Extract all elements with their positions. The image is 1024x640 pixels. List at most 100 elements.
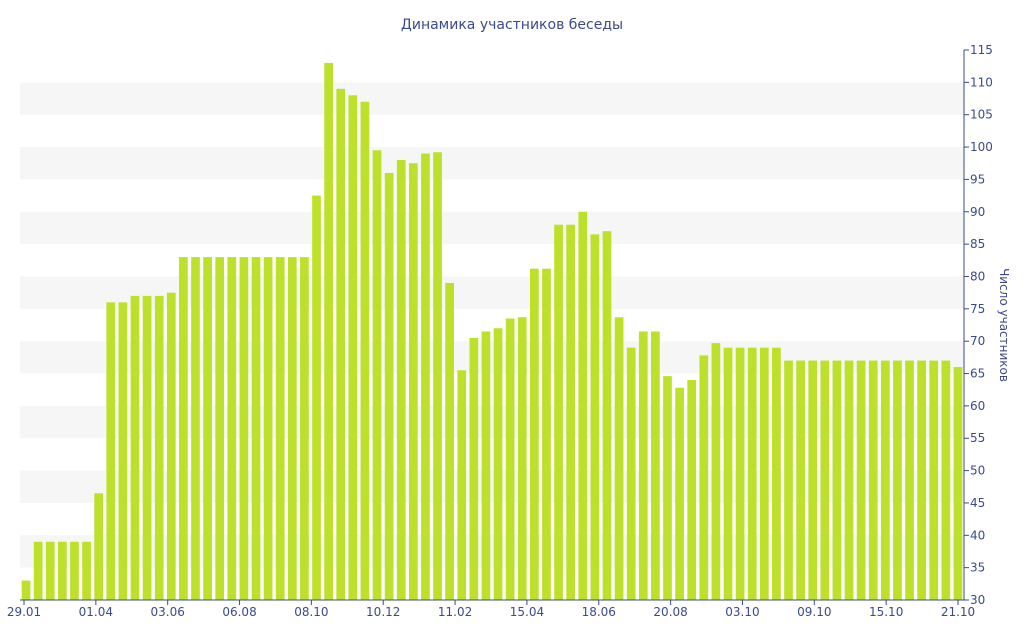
bar bbox=[203, 257, 212, 600]
bar bbox=[517, 317, 527, 600]
y-tick-label: 115 bbox=[970, 43, 993, 57]
x-tick-label: 11.02 bbox=[438, 605, 472, 619]
bar bbox=[215, 257, 225, 600]
bar bbox=[772, 347, 781, 600]
bar bbox=[893, 360, 902, 600]
grid-band bbox=[20, 535, 964, 568]
bar bbox=[699, 355, 709, 600]
bar bbox=[239, 257, 249, 600]
y-tick-label: 65 bbox=[970, 367, 985, 381]
bar bbox=[457, 370, 467, 600]
bar bbox=[614, 317, 624, 600]
bar bbox=[735, 347, 745, 600]
bar bbox=[372, 150, 382, 601]
y-tick-label: 55 bbox=[970, 431, 985, 445]
bar bbox=[784, 360, 793, 600]
bar bbox=[348, 95, 358, 600]
bar bbox=[58, 541, 67, 600]
bar bbox=[590, 234, 600, 600]
y-axis-ticks: 30 35 40 45 50 55 60 65 70 75 80 85 90 95 100 105 110 115 bbox=[964, 43, 993, 607]
grid-band bbox=[20, 470, 964, 503]
bar bbox=[566, 224, 576, 600]
bar bbox=[723, 347, 733, 600]
bar bbox=[179, 257, 188, 600]
bar bbox=[469, 337, 479, 600]
x-tick-label: 03.06 bbox=[151, 605, 185, 619]
bar bbox=[21, 580, 31, 600]
bar bbox=[651, 331, 660, 600]
y-tick-label: 70 bbox=[970, 334, 985, 348]
bars bbox=[21, 62, 963, 601]
bar bbox=[421, 153, 430, 600]
y-tick-label: 90 bbox=[970, 205, 985, 219]
bar bbox=[300, 257, 309, 600]
bar bbox=[554, 224, 563, 600]
y-tick-label: 75 bbox=[970, 302, 985, 316]
x-tick-label: 20.08 bbox=[653, 605, 687, 619]
y-tick-label: 80 bbox=[970, 269, 985, 283]
bar bbox=[263, 257, 273, 600]
x-tick-label: 15.10 bbox=[869, 605, 903, 619]
bar bbox=[118, 302, 128, 600]
bar bbox=[408, 163, 418, 601]
bar bbox=[542, 268, 551, 600]
x-tick-label: 03.10 bbox=[725, 605, 759, 619]
bar bbox=[626, 347, 636, 600]
bar bbox=[530, 268, 539, 600]
bar bbox=[663, 376, 672, 600]
y-tick-label: 105 bbox=[970, 108, 993, 122]
bar bbox=[130, 295, 140, 600]
bar bbox=[602, 231, 612, 600]
grid-band bbox=[20, 405, 964, 439]
grid-band bbox=[20, 341, 964, 374]
bar bbox=[747, 347, 757, 600]
bar bbox=[45, 541, 55, 600]
bar bbox=[433, 152, 442, 601]
bar bbox=[227, 257, 237, 600]
grid-band bbox=[20, 276, 964, 309]
x-tick-label: 21.10 bbox=[941, 605, 975, 619]
y-tick-label: 100 bbox=[970, 140, 993, 154]
y-tick-label: 60 bbox=[970, 399, 985, 413]
grid-band bbox=[20, 147, 964, 180]
bar bbox=[70, 541, 79, 600]
y-tick-label: 85 bbox=[970, 237, 985, 251]
bar bbox=[844, 360, 854, 600]
bar bbox=[166, 292, 176, 600]
bar bbox=[687, 380, 697, 600]
y-tick-label: 45 bbox=[970, 496, 985, 510]
x-tick-label: 06.08 bbox=[222, 605, 256, 619]
bar bbox=[142, 295, 152, 600]
bar bbox=[638, 331, 648, 600]
x-tick-label: 08.10 bbox=[294, 605, 328, 619]
bar bbox=[856, 360, 866, 600]
y-tick-label: 35 bbox=[970, 561, 985, 575]
x-tick-label: 18.06 bbox=[582, 605, 616, 619]
chart-title: Динамика участников беседы bbox=[401, 17, 623, 33]
y-tick-label: 95 bbox=[970, 172, 985, 186]
bar bbox=[33, 541, 43, 600]
bar bbox=[820, 360, 830, 600]
x-tick-label: 01.04 bbox=[79, 605, 113, 619]
y-tick-label: 110 bbox=[970, 75, 993, 89]
bar bbox=[905, 360, 914, 600]
y-tick-label: 30 bbox=[970, 593, 985, 607]
bar bbox=[275, 257, 285, 600]
bar bbox=[796, 360, 805, 600]
bar bbox=[917, 360, 926, 600]
bar bbox=[106, 302, 116, 600]
bar bbox=[578, 211, 588, 600]
bar bbox=[941, 360, 951, 600]
bar bbox=[759, 347, 769, 600]
x-tick-label: 10.12 bbox=[366, 605, 400, 619]
bar bbox=[493, 328, 503, 600]
bar bbox=[154, 295, 164, 600]
bar bbox=[929, 360, 939, 600]
bar bbox=[82, 541, 91, 600]
bar bbox=[953, 367, 963, 600]
grid-bands bbox=[20, 82, 964, 568]
bar bbox=[287, 257, 297, 600]
bar bbox=[336, 88, 346, 600]
bar bbox=[324, 62, 333, 600]
bar bbox=[808, 360, 818, 600]
